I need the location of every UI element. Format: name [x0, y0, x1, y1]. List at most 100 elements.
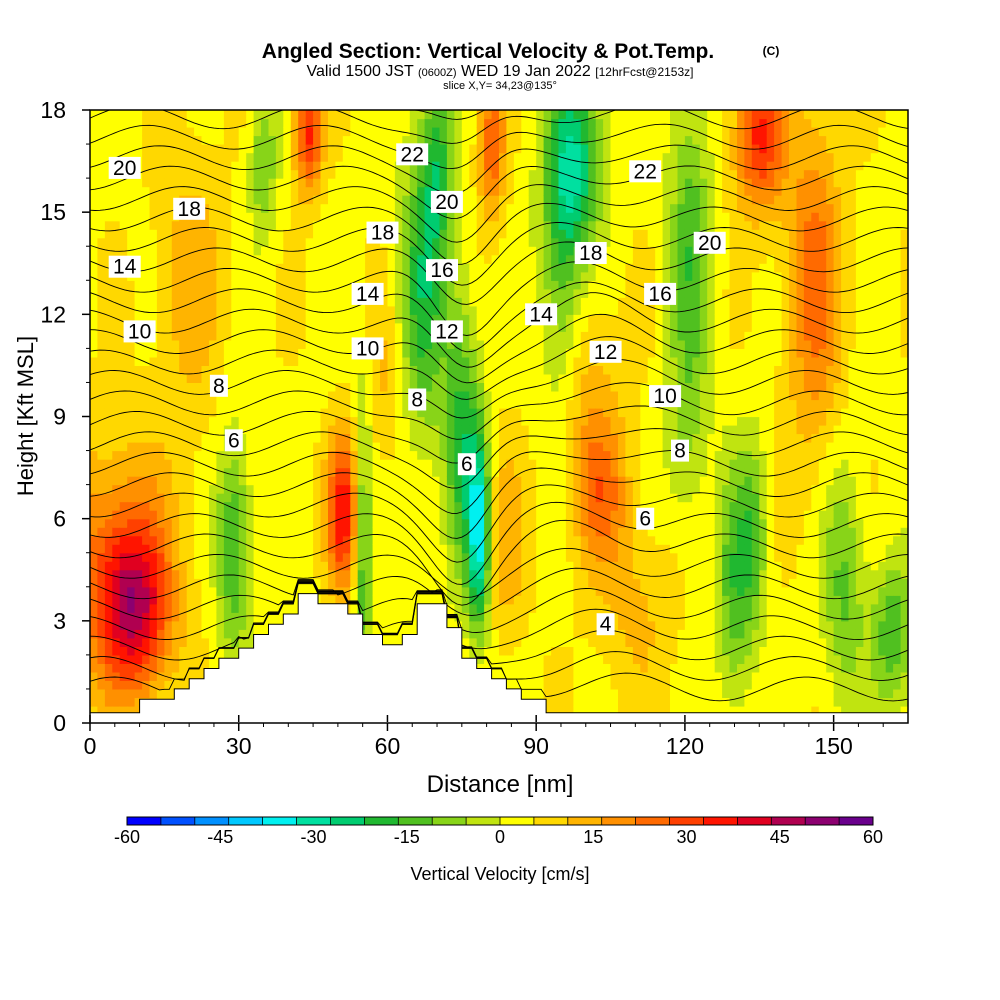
heatmap-cell	[179, 186, 188, 196]
subtitle-zulu: (0600Z)	[418, 67, 457, 79]
heatmap-cell	[439, 305, 448, 315]
heatmap-cell	[149, 544, 158, 554]
heatmap-cell	[439, 561, 448, 571]
heatmap-cell	[580, 161, 589, 171]
heatmap-cell	[499, 161, 507, 171]
heatmap-cell	[513, 297, 522, 307]
heatmap-cell	[454, 135, 463, 145]
heatmap-cell	[238, 578, 247, 588]
heatmap-cell	[588, 612, 597, 622]
heatmap-cell	[469, 484, 478, 494]
heatmap-cell	[565, 178, 574, 188]
heatmap-cell	[104, 127, 113, 137]
heatmap-cell	[573, 408, 582, 418]
heatmap-cell	[268, 493, 277, 503]
heatmap-cell	[246, 408, 255, 418]
heatmap-cell	[134, 399, 143, 409]
heatmap-cell	[320, 450, 329, 460]
heatmap-cell	[551, 297, 560, 307]
heatmap-cell	[164, 127, 173, 137]
heatmap-cell	[521, 561, 530, 571]
heatmap-cell	[104, 305, 113, 315]
heatmap-cell	[216, 578, 225, 588]
heatmap-cell	[342, 331, 351, 341]
heatmap-cell	[580, 578, 589, 588]
heatmap-cell	[209, 459, 217, 469]
heatmap-cell	[588, 263, 597, 273]
heatmap-cell	[134, 688, 143, 698]
heatmap-cell	[119, 629, 128, 639]
heatmap-cell	[417, 212, 426, 222]
heatmap-cell	[90, 399, 98, 409]
heatmap-cell	[231, 127, 240, 137]
heatmap-cell	[97, 212, 106, 222]
heatmap-cell	[275, 339, 284, 349]
heatmap-cell	[558, 127, 567, 137]
heatmap-cell	[179, 408, 188, 418]
heatmap-cell	[402, 425, 411, 435]
heatmap-cell	[156, 637, 165, 647]
heatmap-cell	[595, 680, 604, 690]
heatmap-cell	[439, 484, 448, 494]
heatmap-cell	[469, 118, 478, 128]
heatmap-cell	[127, 476, 136, 486]
heatmap-cell	[97, 339, 106, 349]
heatmap-cell	[268, 476, 277, 486]
heatmap-cell	[342, 169, 351, 179]
heatmap-cell	[350, 186, 359, 196]
heatmap-cell	[209, 246, 217, 256]
heatmap-cell	[253, 408, 262, 418]
heatmap-cell	[253, 348, 262, 358]
heatmap-cell	[454, 569, 463, 579]
heatmap-cell	[179, 127, 188, 137]
heatmap-cell	[387, 459, 396, 469]
heatmap-cell	[305, 263, 314, 273]
heatmap-cell	[290, 365, 299, 375]
heatmap-cell	[194, 186, 203, 196]
heatmap-cell	[513, 459, 522, 469]
heatmap-cell	[171, 246, 180, 256]
heatmap-cell	[194, 501, 203, 511]
heatmap-cell	[179, 484, 188, 494]
heatmap-cell	[104, 578, 113, 588]
heatmap-cell	[112, 331, 121, 341]
heatmap-cell	[573, 493, 582, 503]
heatmap-cell	[461, 161, 470, 171]
heatmap-cell	[194, 671, 203, 681]
heatmap-cell	[97, 297, 106, 307]
heatmap-cell	[127, 544, 136, 554]
heatmap-cell	[209, 169, 217, 179]
heatmap-cell	[580, 297, 589, 307]
heatmap-cell	[580, 331, 589, 341]
heatmap-cell	[238, 348, 247, 358]
heatmap-cell	[246, 263, 255, 273]
heatmap-cell	[104, 510, 113, 520]
heatmap-cell	[454, 161, 463, 171]
heatmap-cell	[104, 629, 113, 639]
heatmap-cell	[491, 535, 500, 545]
heatmap-cell	[201, 552, 210, 562]
heatmap-cell	[127, 518, 136, 528]
heatmap-cell	[380, 450, 388, 460]
heatmap-cell	[551, 408, 560, 418]
heatmap-cell	[253, 271, 262, 281]
heatmap-cell	[357, 399, 366, 409]
heatmap-cell	[565, 271, 574, 281]
heatmap-cell	[335, 314, 344, 324]
heatmap-cell	[112, 195, 121, 205]
heatmap-cell	[573, 322, 582, 332]
heatmap-cell	[268, 331, 277, 341]
heatmap-cell	[551, 382, 560, 392]
heatmap-cell	[387, 356, 396, 366]
heatmap-cell	[335, 118, 344, 128]
heatmap-cell	[365, 501, 374, 511]
heatmap-cell	[409, 365, 418, 375]
heatmap-cell	[238, 237, 247, 247]
heatmap-cell	[536, 433, 545, 443]
heatmap-cell	[446, 127, 455, 137]
heatmap-cell	[231, 178, 240, 188]
heatmap-cell	[506, 467, 515, 477]
heatmap-cell	[506, 484, 515, 494]
heatmap-cell	[201, 305, 210, 315]
heatmap-cell	[238, 552, 247, 562]
